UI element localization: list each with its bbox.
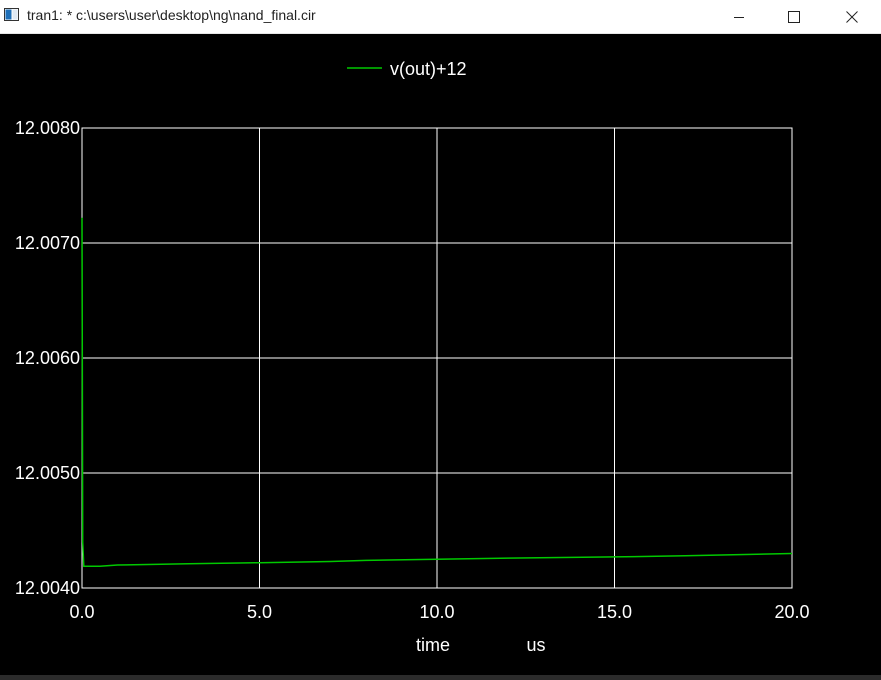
close-icon [846, 10, 858, 23]
series-line [81, 217, 793, 567]
x-axis-label: time [416, 635, 450, 655]
minimize-button[interactable] [716, 0, 762, 33]
y-tick-labels: 12.0040 12.0050 12.0060 12.0070 12.0080 [15, 118, 80, 598]
maximize-icon [788, 10, 800, 23]
line-chart[interactable]: 12.0040 12.0050 12.0060 12.0070 12.0080 0.0 5… [0, 34, 881, 675]
grid [81, 127, 793, 589]
x-tick-labels: 0.0 5.0 10.0 15.0 20.0 [69, 602, 809, 622]
title-bar[interactable]: tran1: * c:\users\user\desktop\ng\nand_f… [0, 0, 881, 34]
legend-label: v(out)+12 [390, 59, 467, 79]
close-button[interactable] [829, 0, 875, 33]
y-tick-label: 12.0080 [15, 118, 80, 138]
y-tick-label: 12.0060 [15, 348, 80, 368]
maximize-button[interactable] [771, 0, 817, 33]
y-tick-label: 12.0070 [15, 233, 80, 253]
y-tick-label: 12.0040 [15, 578, 80, 598]
x-tick-label: 15.0 [597, 602, 632, 622]
x-tick-label: 5.0 [247, 602, 272, 622]
x-tick-label: 10.0 [419, 602, 454, 622]
minimize-icon [734, 16, 744, 18]
window-title: tran1: * c:\users\user\desktop\ng\nand_f… [27, 7, 316, 23]
x-tick-label: 20.0 [774, 602, 809, 622]
y-tick-label: 12.0050 [15, 463, 80, 483]
legend[interactable]: v(out)+12 [347, 59, 467, 79]
series-group [81, 217, 793, 567]
app-icon [4, 8, 19, 21]
x-tick-label: 0.0 [69, 602, 94, 622]
x-axis-unit: us [526, 635, 545, 655]
taskbar-edge [0, 675, 881, 680]
plot-area[interactable]: 12.0040 12.0050 12.0060 12.0070 12.0080 0.0 5… [0, 34, 881, 675]
